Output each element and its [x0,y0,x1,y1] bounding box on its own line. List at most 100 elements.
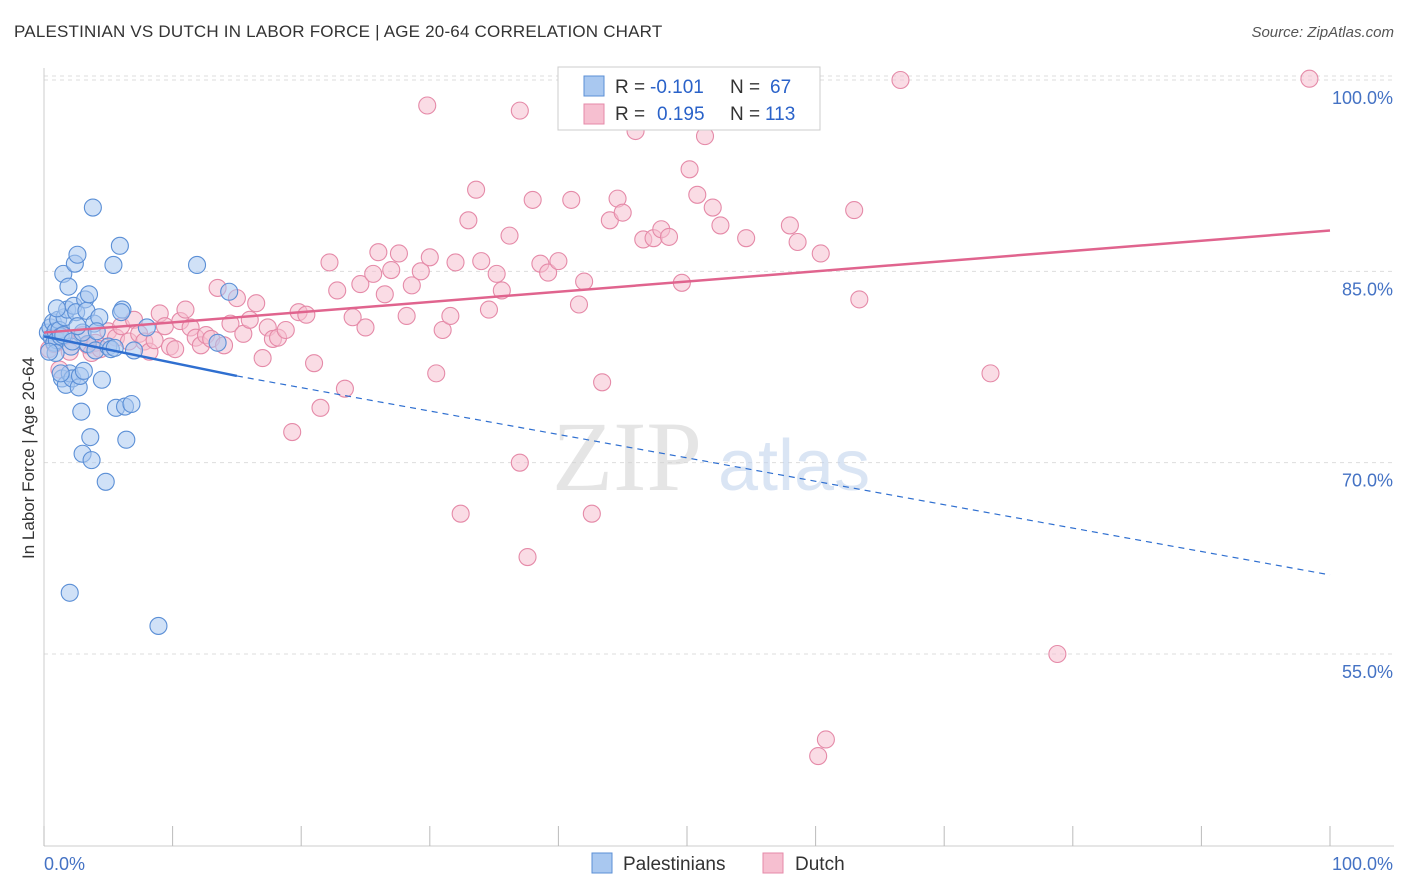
bottom-legend-label-palestinians[interactable]: Palestinians [623,854,725,875]
palestinian-point [60,583,79,602]
dutch-point [166,340,185,359]
dutch-point [1048,644,1067,664]
palestinian-point [187,255,207,275]
dutch-point [253,349,272,368]
chart-title: PALESTINIAN VS DUTCH IN LABOR FORCE | AG… [14,22,663,41]
dutch-point [297,305,316,324]
dutch-point [459,211,478,230]
x-tick-label-min: 0.0% [44,854,85,874]
palestinian-trend-line [43,335,238,378]
palestinian-point [137,318,156,337]
dutch-point [420,248,439,267]
chart-source: Source: ZipAtlas.com [1251,24,1394,41]
dutch-point [850,290,869,309]
dutch-point [176,300,195,319]
dutch-point [446,253,465,272]
watermark-zip: ZIP [552,401,702,512]
palestinian-point [220,282,239,301]
dutch-point [703,198,722,217]
dutch-point [845,201,864,220]
dutch-point [155,317,174,336]
dutch-point [981,364,1000,383]
dutch-point [688,185,707,204]
palestinian-point [79,285,99,304]
palestinian-point [92,370,111,389]
legend-r-value-palestinians: -0.101 [650,77,704,98]
palestinian-point [81,428,100,447]
dutch-point [375,285,394,304]
dutch-point [402,276,421,295]
y-tick-label: 70.0% [1342,471,1393,491]
dutch-point [240,310,259,329]
dutch-point [451,504,470,523]
palestinian-point [112,303,131,322]
legend-n-value-palestinians: 67 [770,77,791,98]
watermark: ZIP atlas [552,401,870,512]
dutch-point [593,373,612,392]
dutch-point [427,364,446,383]
dutch-point [397,306,416,326]
dutch-point [1300,69,1319,88]
bottom-legend-swatch-dutch[interactable] [762,852,784,874]
legend-n-label-dutch: N = [730,104,760,125]
dutch-point [816,730,835,749]
legend-n-value-dutch: 113 [765,104,795,125]
palestinian-point [208,333,227,352]
dutch-point [582,504,601,523]
palestinian-point [68,317,87,336]
palestinian-point [82,451,101,470]
dutch-points [40,69,1319,766]
dutch-point [364,264,383,283]
dutch-point [788,232,807,252]
palestinian-point [105,338,124,357]
dutch-point [659,227,679,246]
palestinian-point [47,299,66,318]
dutch-point [487,264,506,283]
dutch-point [311,398,330,417]
dutch-point [418,96,437,115]
legend-box: R = -0.101 N = 67 R = 0.195 N = 113 [557,66,821,131]
dutch-point [335,379,354,398]
x-tick-label-max: 100.0% [1332,854,1393,874]
dutch-point [549,252,568,271]
dutch-point [613,203,632,222]
bottom-legend-swatch-palestinians[interactable] [591,852,613,874]
palestinian-point [51,364,70,383]
dutch-point [575,272,594,291]
dutch-point [283,423,302,442]
dutch-point [247,294,266,313]
dutch-point [351,275,370,294]
dutch-point [680,160,699,179]
dutch-point [369,243,388,262]
x-tick-labels: 0.0% 100.0% [44,854,1393,874]
dutch-point [356,318,375,337]
palestinian-point [110,236,129,255]
y-tick-label: 85.0% [1342,279,1393,299]
palestinian-point [96,472,115,491]
dutch-point [433,320,452,340]
palestinian-point [117,430,136,449]
dutch-point [510,101,529,120]
dutch-point [320,253,339,272]
y-tick-label: 55.0% [1342,662,1393,682]
dutch-point [276,320,295,340]
palestinian-point [72,402,91,421]
dutch-point [382,261,401,280]
bottom-legend-label-dutch[interactable]: Dutch [795,854,845,875]
palestinian-point [40,342,59,361]
legend-r-value-dutch: 0.195 [657,104,705,125]
palestinian-point [104,255,123,275]
trend-lines [43,229,1331,576]
dutch-point [539,263,558,282]
bottom-legend: Palestinians Dutch [591,852,845,875]
palestinian-points [38,198,239,635]
palestinian-point [68,245,87,264]
dutch-point [328,281,347,300]
grid-layer [44,75,1394,655]
legend-swatch-palestinians [583,75,605,97]
watermark-atlas: atlas [718,426,870,506]
dutch-point [389,244,408,263]
legend-swatch-dutch [583,103,605,125]
palestinian-trend-extension [236,375,1331,576]
